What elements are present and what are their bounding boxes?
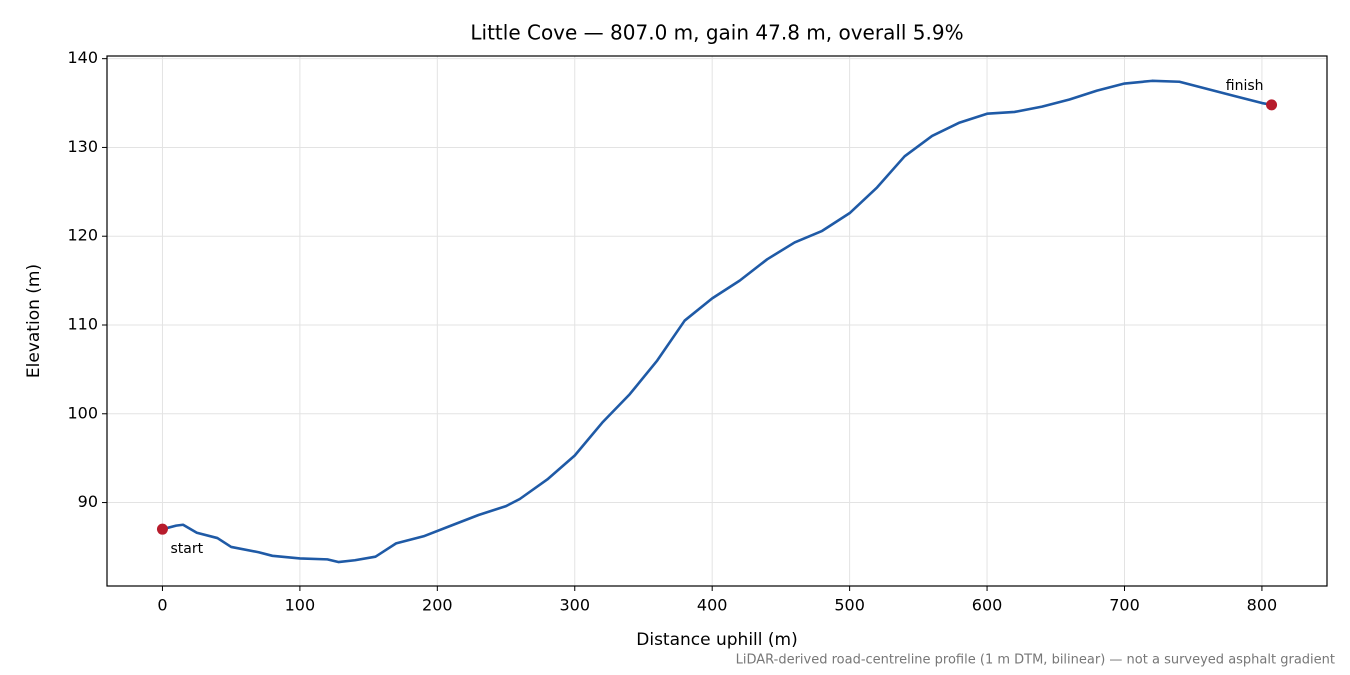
annotation: finish [1226, 78, 1264, 94]
y-axis-label: Elevation (m) [24, 264, 44, 378]
endpoint-marker [156, 523, 168, 535]
x-tick-label: 0 [157, 596, 167, 615]
elevation-line [162, 79, 1272, 564]
y-tick-label: 140 [67, 48, 98, 67]
plot-frame [106, 55, 1328, 587]
x-axis-label: Distance uphill (m) [636, 630, 797, 650]
x-tick-label: 100 [285, 596, 316, 615]
x-tick-label: 200 [422, 596, 453, 615]
y-tick-label: 120 [67, 226, 98, 245]
y-tick-label: 100 [67, 403, 98, 422]
y-tick-label: 130 [67, 137, 98, 156]
annotation: start [170, 541, 203, 557]
x-tick-label: 600 [972, 596, 1003, 615]
x-tick-label: 700 [1109, 596, 1140, 615]
footnote: LiDAR-derived road-centreline profile (1… [736, 653, 1335, 668]
x-tick-label: 500 [834, 596, 865, 615]
y-tick-label: 90 [78, 492, 98, 511]
x-tick-label: 400 [697, 596, 728, 615]
y-tick-label: 110 [67, 314, 98, 333]
endpoint-marker [1266, 99, 1278, 111]
chart-title: Little Cove — 807.0 m, gain 47.8 m, over… [470, 21, 963, 45]
x-tick-label: 300 [559, 596, 590, 615]
x-tick-label: 800 [1247, 596, 1278, 615]
